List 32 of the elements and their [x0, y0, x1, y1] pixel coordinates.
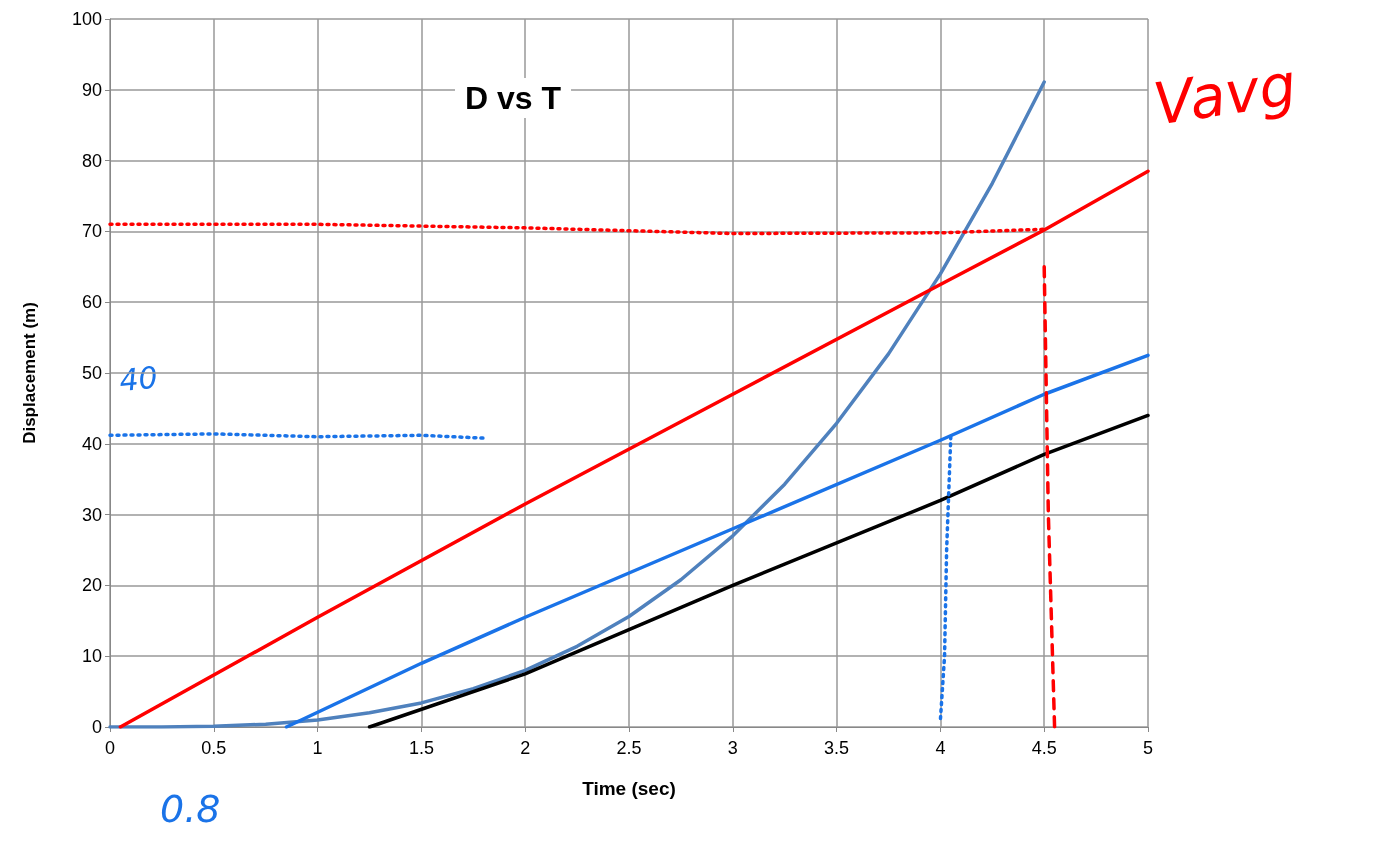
- y-tick-label: 20: [81, 575, 102, 596]
- x-axis-title: Time (sec): [582, 778, 676, 799]
- y-tick-label: 100: [71, 9, 102, 29]
- y-tick-label: 80: [81, 150, 102, 171]
- x-tick-label: 1: [312, 738, 323, 758]
- line-series: [108, 80, 1046, 729]
- x-tick-label: 3.5: [824, 738, 850, 758]
- y-tick-label: 10: [81, 646, 102, 667]
- line-series: [367, 413, 1150, 729]
- annotation: 40: [117, 359, 160, 399]
- x-tick-label: 1.5: [408, 738, 434, 758]
- line-series: [284, 353, 1150, 729]
- y-tick-label: 60: [81, 292, 102, 313]
- x-tick-label: 3: [727, 738, 738, 758]
- x-tick-label: 2: [520, 738, 531, 758]
- line-series: [938, 434, 953, 722]
- text: 0.8: [160, 787, 221, 831]
- x-tick-label: 2.5: [616, 738, 642, 758]
- y-tick-label: 50: [81, 363, 102, 383]
- y-tick-label: 0: [91, 717, 102, 737]
- x-tick-label: 5: [1142, 738, 1154, 758]
- x-tick-label: 4.5: [1031, 738, 1057, 758]
- x-tick-label: 0.5: [201, 738, 227, 758]
- y-axis-title: Displacement (m): [20, 302, 39, 444]
- x-tick-label: 0: [104, 738, 116, 758]
- text: Vavg: [1149, 50, 1301, 139]
- y-tick-label: 70: [81, 221, 102, 242]
- text: D vs T: [465, 80, 562, 116]
- x-tick-label: 4: [935, 738, 946, 758]
- y-tick-label: 90: [81, 79, 102, 100]
- y-tick-label: 40: [81, 433, 102, 454]
- y-tick-label: 30: [81, 504, 102, 525]
